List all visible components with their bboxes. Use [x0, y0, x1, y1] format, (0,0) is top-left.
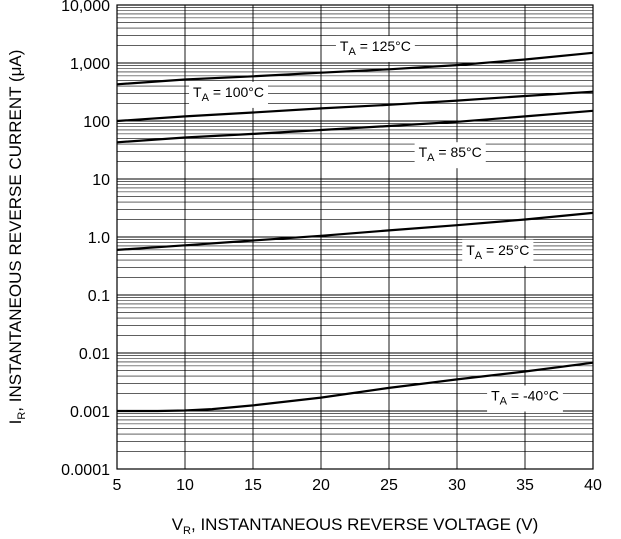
y-axis-title-main: I — [6, 420, 25, 425]
x-axis-title: VR, INSTANTANEOUS REVERSE VOLTAGE (V) — [172, 515, 539, 537]
x-tick-label: 30 — [448, 477, 466, 494]
x-axis-title-main: V — [172, 515, 184, 534]
series-label-background — [487, 385, 563, 412]
series-label-text: TA = 125°C — [340, 38, 411, 58]
x-tick-label: 15 — [244, 477, 262, 494]
y-tick-label: 0.01 — [79, 346, 110, 363]
series-label-text: TA = -40°C — [491, 387, 559, 407]
y-tick-label: 10 — [92, 172, 110, 189]
series-layer — [116, 51, 594, 413]
series-line — [116, 51, 594, 86]
series-line — [117, 361, 594, 413]
series-label-text: TA = 25°C — [466, 242, 529, 262]
y-tick-label: 1,000 — [70, 56, 110, 73]
series-label-background — [335, 35, 415, 62]
series-line — [116, 109, 594, 144]
series-label: TA = 85°C — [414, 142, 486, 169]
y-tick-label: 1.0 — [88, 230, 110, 247]
series-line — [116, 90, 594, 123]
series-label-text: TA = 100°C — [193, 84, 264, 104]
x-tick-label: 10 — [176, 477, 194, 494]
series-label-background — [462, 239, 534, 266]
x-axis-title-rest: , INSTANTANEOUS REVERSE VOLTAGE (V) — [191, 515, 538, 534]
x-tick-label: 5 — [113, 477, 122, 494]
plot-frame — [116, 4, 594, 470]
y-tick-label: 0.1 — [88, 288, 110, 305]
x-tick-labels: 5 10 15 20 25 30 35 40 — [113, 477, 602, 494]
y-tick-label: 100 — [83, 114, 110, 131]
series-label: TA = 125°C — [335, 35, 415, 62]
y-tick-label: 0.0001 — [61, 462, 110, 479]
y-tick-label: 0.001 — [70, 404, 110, 421]
y-tick-labels: 0.0001 0.001 0.01 0.1 1.0 10 100 1,000 10,000 — [61, 0, 110, 479]
y-axis-title: IR, INSTANTANEOUS REVERSE CURRENT (μA) — [6, 50, 28, 425]
series-label-text: TA = 85°C — [419, 144, 482, 164]
x-tick-label: 20 — [312, 477, 330, 494]
y-axis-title-rest: , INSTANTANEOUS REVERSE CURRENT (μA) — [6, 50, 25, 412]
series-label: TA = 25°C — [462, 239, 534, 266]
x-tick-label: 40 — [584, 477, 602, 494]
series-label-background — [189, 81, 268, 108]
series-line — [116, 211, 594, 251]
series-label-background — [414, 142, 486, 169]
series-label: TA = -40°C — [487, 385, 563, 412]
x-tick-label: 25 — [380, 477, 398, 494]
series-label: TA = 100°C — [189, 81, 268, 108]
y-tick-label: 10,000 — [61, 0, 110, 15]
x-axis-title-sub: R — [183, 525, 191, 537]
y-axis-title-sub: R — [16, 412, 28, 420]
x-tick-label: 35 — [516, 477, 534, 494]
series-label-layer: TA = 125°C TA = 100°C TA = 85°C TA = 25°C TA… — [189, 35, 563, 412]
